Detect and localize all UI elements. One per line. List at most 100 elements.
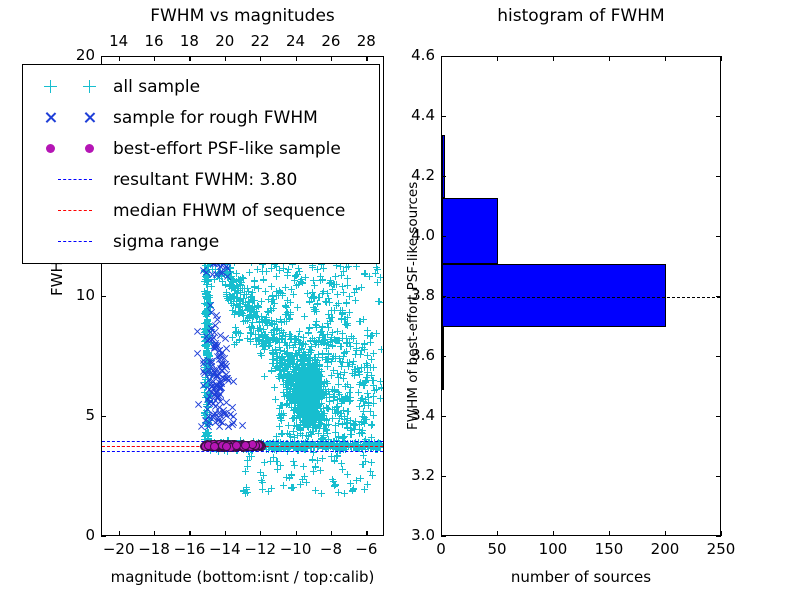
all-sample-point	[262, 330, 270, 338]
all-sample-point	[329, 442, 337, 450]
all-sample-point	[272, 362, 280, 370]
all-sample-point	[312, 487, 320, 495]
all-sample-point	[351, 367, 359, 375]
all-sample-point	[302, 375, 310, 383]
all-sample-point	[271, 442, 279, 450]
all-sample-point	[366, 442, 374, 450]
all-sample-point	[342, 382, 350, 390]
all-sample-point	[295, 391, 303, 399]
all-sample-point	[243, 442, 251, 450]
all-sample-point	[296, 444, 304, 452]
all-sample-point	[204, 369, 212, 377]
all-sample-point	[300, 388, 308, 396]
all-sample-point	[308, 393, 316, 401]
all-sample-point	[291, 442, 299, 450]
all-sample-point	[282, 442, 290, 450]
all-sample-point	[278, 443, 286, 451]
all-sample-point	[296, 371, 304, 379]
psf-like-sample-point	[222, 440, 232, 450]
all-sample-point	[307, 395, 315, 403]
all-sample-point	[273, 337, 281, 345]
all-sample-point	[309, 398, 317, 406]
all-sample-point	[308, 368, 316, 375]
psf-like-sample-point	[213, 440, 223, 450]
all-sample-point	[304, 397, 312, 405]
psf-like-sample-point	[220, 442, 230, 452]
psf-like-sample-point	[208, 441, 218, 451]
all-sample-point	[204, 399, 212, 407]
all-sample-point	[293, 380, 301, 388]
all-sample-point	[296, 412, 304, 420]
all-sample-point	[225, 442, 233, 450]
psf-like-sample-point	[208, 442, 218, 452]
all-sample-point	[323, 363, 331, 370]
all-sample-point	[290, 421, 298, 429]
all-sample-point	[204, 442, 212, 450]
all-sample-point	[239, 439, 247, 447]
left-top-xtick-label: 24	[286, 32, 306, 50]
all-sample-point	[232, 286, 240, 294]
all-sample-point	[203, 321, 211, 329]
all-sample-point	[205, 292, 213, 300]
all-sample-point	[287, 384, 295, 392]
all-sample-point	[273, 444, 281, 452]
all-sample-point	[336, 443, 344, 451]
all-sample-point	[268, 446, 276, 454]
all-sample-point	[319, 264, 327, 272]
psf-like-sample-point	[202, 441, 212, 451]
rough-fwhm-point	[205, 385, 214, 394]
all-sample-point	[343, 298, 351, 306]
all-sample-point	[282, 333, 290, 341]
all-sample-point	[203, 276, 211, 284]
all-sample-point	[281, 339, 289, 347]
all-sample-point	[337, 362, 345, 370]
all-sample-point	[295, 374, 303, 382]
all-sample-point	[328, 314, 336, 322]
all-sample-point	[298, 371, 306, 379]
all-sample-point	[333, 452, 341, 460]
right-ytick	[441, 296, 446, 298]
all-sample-point	[313, 409, 321, 417]
all-sample-point	[308, 371, 316, 379]
all-sample-point	[270, 334, 278, 342]
psf-like-sample-point	[253, 441, 263, 451]
all-sample-point	[304, 391, 312, 399]
rough-fwhm-point	[222, 411, 231, 420]
all-sample-point	[325, 442, 333, 450]
all-sample-point	[369, 471, 376, 479]
all-sample-point	[346, 396, 354, 404]
all-sample-point	[315, 384, 323, 392]
all-sample-point	[277, 335, 285, 343]
all-sample-point	[280, 380, 288, 388]
all-sample-point	[299, 373, 307, 381]
all-sample-point	[249, 308, 257, 316]
all-sample-point	[301, 389, 309, 397]
all-sample-point	[212, 441, 220, 449]
right-ytick-right	[716, 56, 721, 58]
all-sample-point	[283, 350, 291, 358]
all-sample-point	[316, 387, 324, 395]
all-sample-point	[369, 364, 377, 372]
all-sample-point	[301, 379, 309, 387]
all-sample-point	[204, 323, 212, 331]
all-sample-point	[291, 381, 299, 389]
all-sample-point	[285, 370, 293, 378]
histogram-bar	[442, 198, 498, 264]
all-sample-point	[284, 445, 292, 453]
all-sample-point	[366, 332, 374, 340]
all-sample-point	[238, 309, 246, 317]
all-sample-point	[309, 404, 317, 412]
psf-like-sample-point	[216, 441, 226, 451]
left-panel-title: FWHM vs magnitudes	[150, 6, 335, 26]
psf-like-sample-point	[247, 440, 257, 450]
all-sample-point	[315, 401, 323, 409]
all-sample-point	[355, 443, 363, 451]
all-sample-point	[276, 361, 284, 369]
all-sample-point	[236, 442, 244, 450]
legend-item-label: best-effort PSF-like sample	[113, 138, 341, 159]
right-ytick-label: 4.6	[411, 46, 435, 64]
all-sample-point	[285, 380, 293, 388]
rough-fwhm-point	[211, 341, 220, 350]
all-sample-point	[212, 443, 220, 451]
all-sample-point	[334, 420, 342, 428]
